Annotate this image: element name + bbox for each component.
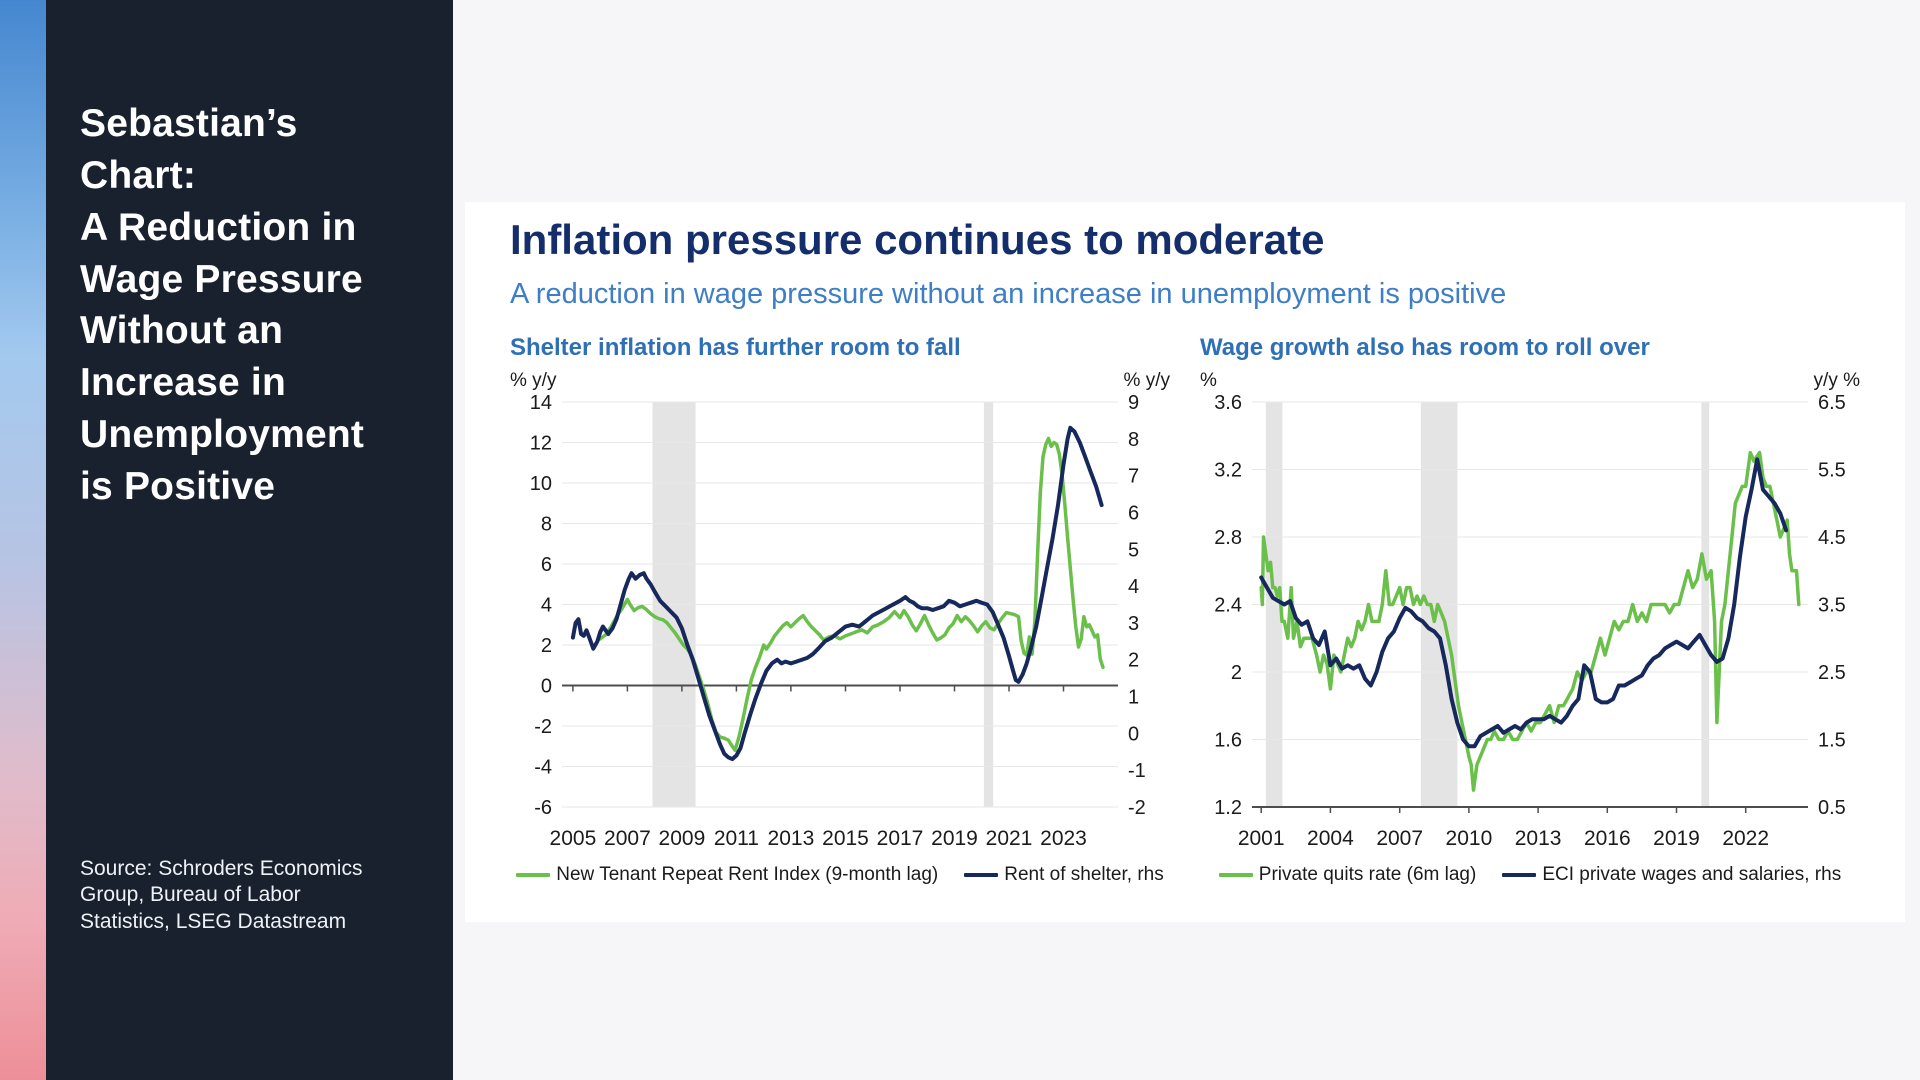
x-axis-tick-label: 2019	[931, 827, 978, 850]
sidebar: Sebastian’s Chart: A Reduction in Wage P…	[46, 0, 453, 1080]
x-axis-tick-label: 2021	[986, 827, 1033, 850]
legend-label: New Tenant Repeat Rent Index (9-month la…	[556, 864, 939, 885]
series-line	[1259, 457, 1789, 749]
legend-label: ECI private wages and salaries, rhs	[1542, 864, 1842, 885]
legend-swatch	[964, 873, 999, 877]
chart-wage-growth: Wage growth also has room to roll over %…	[1200, 334, 1860, 886]
x-axis-tick-label: 2013	[768, 827, 815, 850]
x-axis-tick-label: 2005	[550, 827, 597, 850]
left-axis-tick-label: 12	[530, 433, 552, 455]
line-chart-svg-wage: 3.6 3.2 2.8 2.4 2 1.6 1.2 6.5 5.5 4.5 3.5 2.5 1.5 0.5…	[1214, 392, 1846, 850]
chart-legend-shelter: New Tenant Repeat Rent Index (9-month la…	[510, 864, 1170, 886]
left-axis-unit: % y/y	[510, 370, 557, 391]
right-axis-unit: y/y %	[1813, 370, 1860, 391]
sidebar-title-line1: Sebastian’s Chart:	[80, 102, 298, 197]
x-axis-tick-label: 2007	[604, 827, 651, 850]
sidebar-title-line2: A Reduction in Wage Pressure Without an …	[80, 205, 365, 509]
legend-label: Rent of shelter, rhs	[1004, 864, 1164, 885]
x-axis-tick-label: 2023	[1040, 827, 1087, 850]
left-axis-tick-label: 14	[530, 392, 552, 414]
gradient-accent-strip	[0, 0, 46, 1080]
x-axis-tick-label: 2007	[1376, 827, 1423, 850]
x-axis-tick-label: 2001	[1238, 827, 1285, 850]
chart-title-wage: Wage growth also has room to roll over	[1200, 334, 1650, 361]
right-axis-tick-label: 0	[1128, 723, 1139, 745]
right-axis-tick-label: 4	[1128, 576, 1139, 598]
legend-item: Private quits rate (6m lag)	[1218, 864, 1477, 886]
right-axis-tick-label: 2.5	[1818, 662, 1846, 684]
right-axis-tick-label: 3.5	[1818, 595, 1846, 617]
x-axis-tick-label: 2017	[877, 827, 924, 850]
right-axis-tick-label: 1	[1128, 687, 1139, 709]
x-axis-tick-label: 2009	[659, 827, 706, 850]
chart-shelter-inflation: Shelter inflation has further room to fa…	[510, 334, 1170, 886]
left-axis-tick-label: -4	[534, 757, 552, 779]
left-axis-tick-label: 0	[541, 676, 552, 698]
axis-units-row: % y/y % y/y	[510, 370, 1170, 392]
x-axis-tick-label: 2016	[1584, 827, 1631, 850]
left-axis-tick-label: 2	[1231, 662, 1242, 684]
series-line	[570, 425, 1104, 762]
left-axis-tick-label: -6	[534, 797, 552, 819]
left-axis-tick-label: 2.4	[1214, 595, 1242, 617]
right-axis-tick-label: 4.5	[1818, 527, 1846, 549]
right-axis-tick-label: -1	[1128, 760, 1146, 782]
content-card: Inflation pressure continues to moderate…	[465, 202, 1905, 922]
right-axis-tick-label: 7	[1128, 466, 1139, 488]
legend-item: Rent of shelter, rhs	[964, 864, 1164, 886]
page-subtitle: A reduction in wage pressure without an …	[510, 278, 1507, 310]
left-axis-tick-label: 10	[530, 473, 552, 495]
charts-row: Shelter inflation has further room to fa…	[510, 334, 1860, 886]
right-axis-unit: % y/y	[1123, 370, 1170, 391]
right-axis-tick-label: 8	[1128, 429, 1139, 451]
right-axis-tick-label: 5	[1128, 539, 1139, 561]
right-axis-tick-label: 6.5	[1818, 392, 1846, 414]
x-axis-tick-label: 2022	[1722, 827, 1769, 850]
right-axis-tick-label: 2	[1128, 650, 1139, 672]
right-axis-tick-label: -2	[1128, 797, 1146, 819]
left-axis-tick-label: 2.8	[1214, 527, 1242, 549]
source-text: Source: Schroders Economics Group, Burea…	[80, 857, 363, 933]
x-axis-tick-label: 2010	[1446, 827, 1493, 850]
legend-label: Private quits rate (6m lag)	[1258, 864, 1477, 885]
left-axis-tick-label: 1.2	[1214, 797, 1242, 819]
left-axis-tick-label: -2	[534, 716, 552, 738]
left-axis-tick-label: 8	[541, 514, 552, 536]
x-axis-tick-label: 2011	[714, 827, 759, 850]
axis-units-row: % y/y %	[1200, 370, 1860, 392]
right-axis-tick-label: 1.5	[1818, 730, 1846, 752]
left-axis-unit: %	[1200, 370, 1217, 391]
page-title: Inflation pressure continues to moderate	[510, 216, 1325, 263]
left-axis-tick-label: 2	[541, 635, 552, 657]
chart-title-shelter: Shelter inflation has further room to fa…	[510, 334, 961, 361]
right-axis-tick-label: 0.5	[1818, 797, 1846, 819]
x-axis-tick-label: 2013	[1515, 827, 1562, 850]
left-axis-tick-label: 3.6	[1214, 392, 1242, 414]
legend-swatch	[1218, 873, 1253, 877]
x-axis-tick-label: 2015	[822, 827, 869, 850]
left-axis-tick-label: 3.2	[1214, 460, 1242, 482]
right-axis-tick-label: 9	[1128, 392, 1139, 414]
series-line	[1259, 450, 1801, 792]
legend-item: New Tenant Repeat Rent Index (9-month la…	[516, 864, 938, 886]
legend-swatch	[1502, 873, 1537, 877]
right-axis-tick-label: 3	[1128, 613, 1139, 635]
right-axis-tick-label: 6	[1128, 502, 1139, 524]
x-axis-tick-label: 2019	[1653, 827, 1700, 850]
chart-legend-wage: Private quits rate (6m lag) ECI private w…	[1200, 864, 1860, 886]
legend-swatch	[516, 873, 551, 877]
left-axis-tick-label: 1.6	[1214, 730, 1242, 752]
left-axis-tick-label: 6	[541, 554, 552, 576]
sidebar-title: Sebastian’s Chart: A Reduction in Wage P…	[80, 98, 392, 513]
right-axis-tick-label: 5.5	[1818, 460, 1846, 482]
left-axis-tick-label: 4	[541, 595, 552, 617]
x-axis-tick-label: 2004	[1307, 827, 1354, 850]
legend-item: ECI private wages and salaries, rhs	[1502, 864, 1841, 886]
